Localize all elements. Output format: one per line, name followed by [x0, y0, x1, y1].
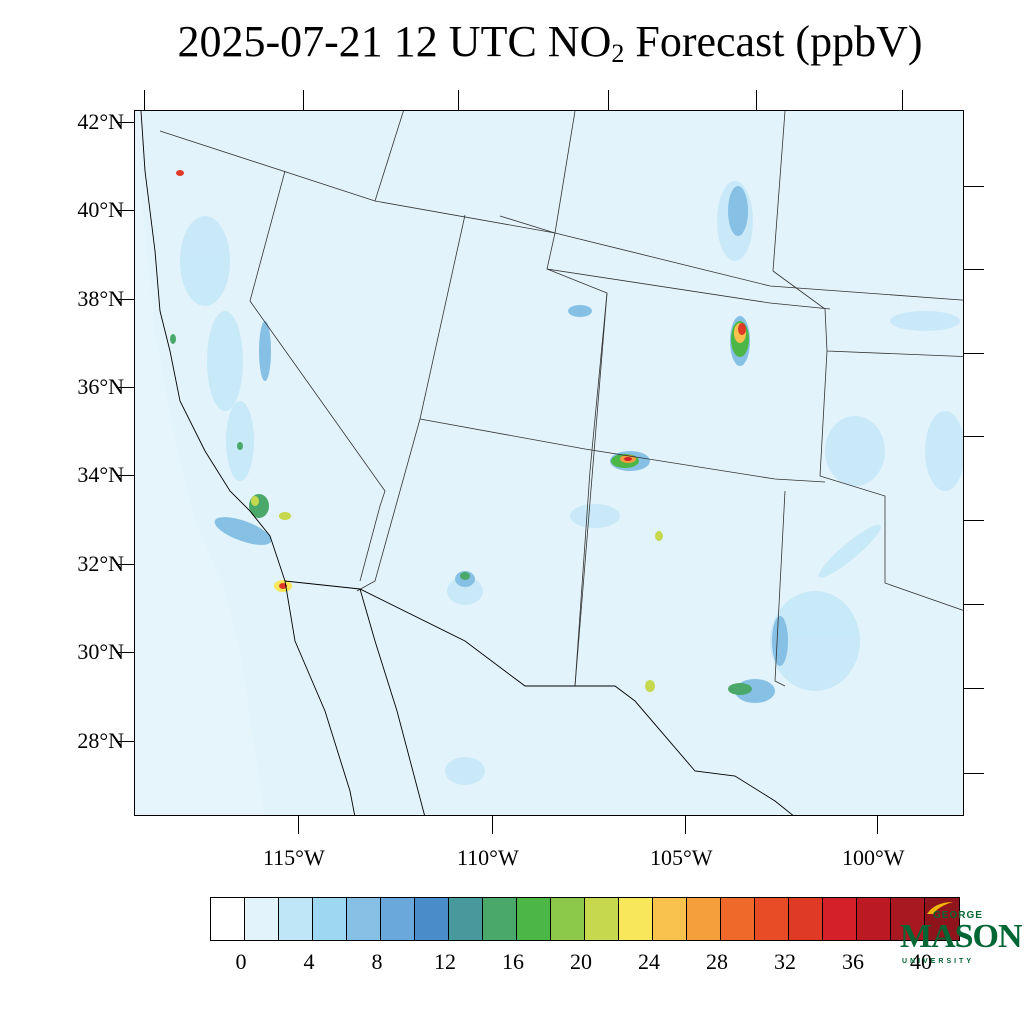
colorbar-swatch [211, 898, 245, 940]
map-canvas [135, 111, 963, 815]
lon-label: 110°W [457, 845, 519, 870]
right-tick [964, 269, 984, 270]
right-tick [964, 520, 984, 521]
colorbar-label: 4 [303, 949, 315, 974]
colorbar-swatch [313, 898, 347, 940]
lat-label: 42°N [77, 109, 124, 134]
colorbar-label: 8 [371, 949, 383, 974]
top-tick [608, 90, 609, 110]
boundaries [159, 111, 963, 687]
lat-tick [116, 122, 134, 123]
lon-tick [492, 816, 493, 834]
right-tick [964, 688, 984, 689]
high-concentration-hotspots [170, 170, 752, 695]
colorbar-swatch [517, 898, 551, 940]
lat-label: 38°N [77, 286, 124, 311]
colorbar-label: 24 [638, 949, 660, 974]
logo-line1: GEORGE [933, 910, 983, 921]
lat-tick [116, 652, 134, 653]
colorbar-swatch [483, 898, 517, 940]
colorbar-swatch [823, 898, 857, 940]
colorbar-label: 36 [842, 949, 864, 974]
colorbar-label: 28 [706, 949, 728, 974]
lat-label: 34°N [77, 462, 124, 487]
logo-line2: MASON [900, 918, 1023, 955]
medium-concentration-areas [214, 186, 788, 703]
colorbar-swatch [789, 898, 823, 940]
colorbar-label: 20 [570, 949, 592, 974]
right-tick [964, 186, 984, 187]
lat-label: 30°N [77, 639, 124, 664]
colorbar-label: 32 [774, 949, 796, 974]
colorbar-swatch [721, 898, 755, 940]
colorbar-swatch [415, 898, 449, 940]
colorbar-swatch [245, 898, 279, 940]
lat-label: 40°N [77, 197, 124, 222]
top-tick [756, 90, 757, 110]
lon-label: 100°W [842, 845, 905, 870]
title-prefix: 2025-07-21 12 UTC NO [177, 17, 612, 66]
title-subscript: 2 [611, 39, 625, 68]
logo-swoosh-icon [927, 902, 953, 914]
colorbar-label: 40 [910, 949, 932, 974]
colorbar-swatch [585, 898, 619, 940]
lat-tick [116, 564, 134, 565]
low-concentration-areas [180, 181, 963, 785]
lat-label: 36°N [77, 374, 124, 399]
colorbar-label: 0 [235, 949, 247, 974]
lat-tick [116, 299, 134, 300]
colorbar-swatch [551, 898, 585, 940]
colorbar-swatch [279, 898, 313, 940]
colorbar-label: 12 [434, 949, 456, 974]
lat-label: 32°N [77, 551, 124, 576]
colorbar-swatch [891, 898, 925, 940]
right-tick [964, 353, 984, 354]
chart-title: 2025-07-21 12 UTC NO2 Forecast (ppbV) [0, 14, 1024, 82]
lon-tick [685, 816, 686, 834]
lat-tick [116, 741, 134, 742]
gmu-logo: GEORGE MASON UNIVERSITY [897, 900, 1023, 970]
colorbar-swatch [619, 898, 653, 940]
colorbar-swatch [755, 898, 789, 940]
lat-label: 28°N [77, 728, 124, 753]
lon-label: 105°W [650, 845, 713, 870]
colorbar-swatch [653, 898, 687, 940]
lon-tick [877, 816, 878, 834]
colorbar [210, 897, 960, 941]
colorbar-swatch [857, 898, 891, 940]
colorbar-swatch [449, 898, 483, 940]
colorbar-label: 16 [502, 949, 524, 974]
lat-tick [116, 387, 134, 388]
forecast-map[interactable] [134, 110, 964, 816]
top-tick [458, 90, 459, 110]
right-tick [964, 604, 984, 605]
colorbar-swatch [347, 898, 381, 940]
top-tick [144, 90, 145, 110]
right-tick [964, 773, 984, 774]
top-tick [902, 90, 903, 110]
top-tick [303, 90, 304, 110]
ocean-area [135, 111, 265, 815]
logo-line3: UNIVERSITY [902, 958, 975, 965]
lat-tick [116, 475, 134, 476]
lat-tick [116, 210, 134, 211]
right-tick [964, 436, 984, 437]
title-suffix: Forecast (ppbV) [624, 17, 923, 66]
coastline-and-border [140, 111, 794, 815]
lon-label: 115°W [263, 845, 325, 870]
lon-tick [298, 816, 299, 834]
colorbar-swatch [381, 898, 415, 940]
colorbar-swatch [687, 898, 721, 940]
